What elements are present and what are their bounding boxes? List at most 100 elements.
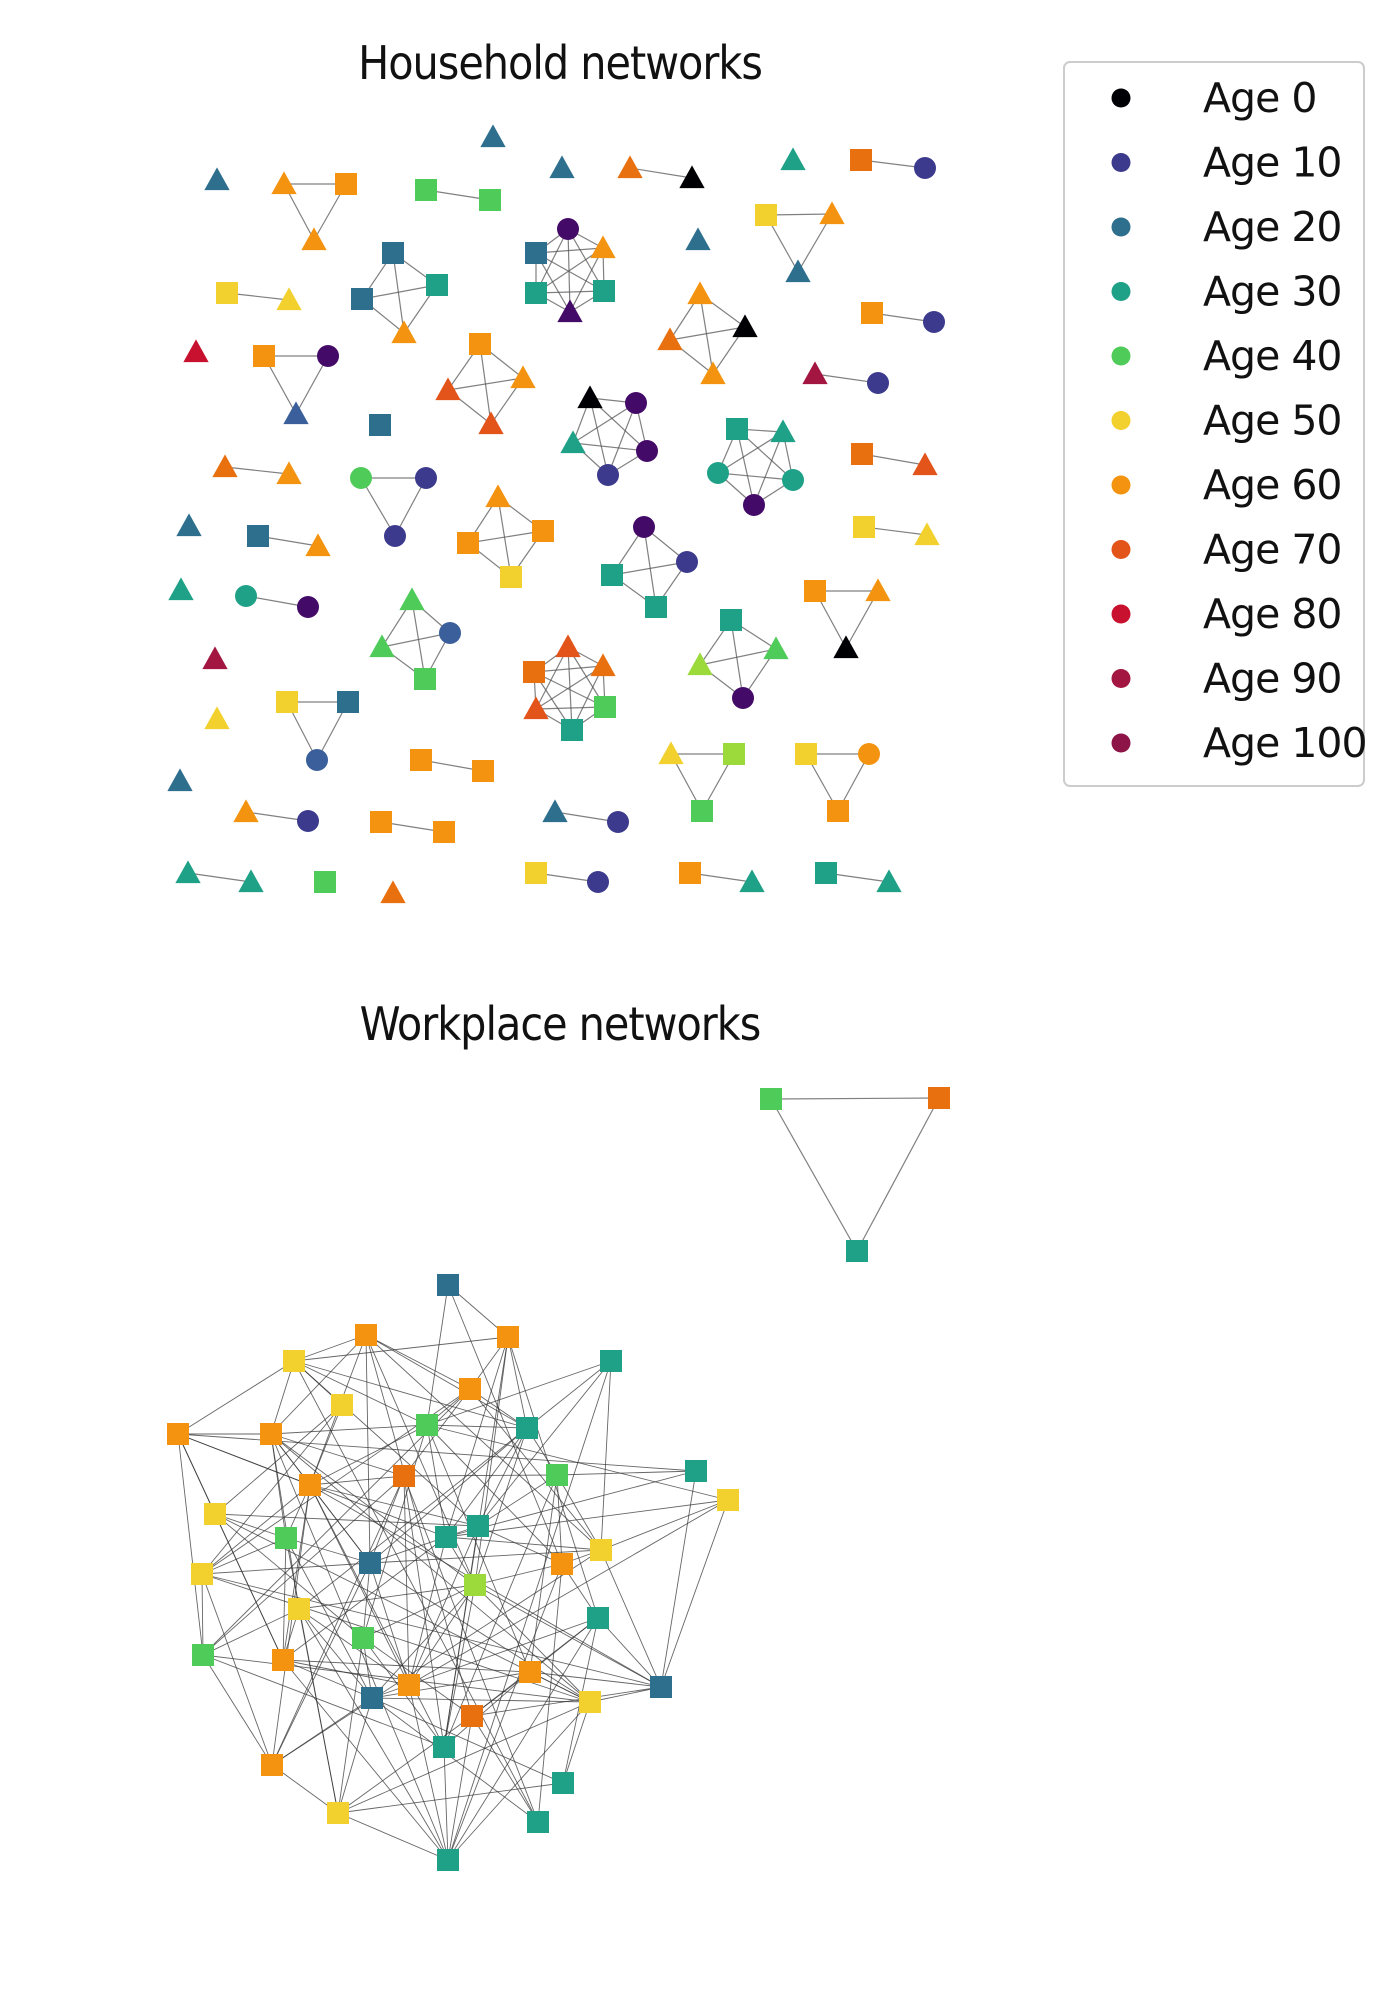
person-node [216, 282, 238, 304]
person-node [876, 869, 902, 893]
workplace-edge [408, 1525, 479, 1686]
workplace-edge [856, 1097, 940, 1252]
household-edge [533, 665, 604, 673]
person-node [433, 821, 455, 843]
household-group [480, 124, 506, 148]
person-node [276, 461, 302, 485]
workplace-edge [337, 1715, 473, 1814]
household-group [351, 242, 448, 344]
person-node [260, 1423, 282, 1445]
household-edge [535, 290, 605, 294]
household-group [795, 743, 880, 822]
legend-frame [1063, 61, 1365, 787]
workplace-edge [447, 1701, 591, 1861]
workplace-edge [271, 1697, 373, 1766]
workplace-edge [529, 1474, 558, 1673]
workplace-edge [365, 1334, 528, 1429]
workplace-edge [362, 1562, 371, 1639]
household-edge [535, 247, 604, 254]
workplace-edge [369, 1525, 479, 1564]
person-node [435, 377, 461, 401]
person-node [299, 1474, 321, 1496]
workplace-edge [298, 1584, 476, 1610]
legend-item: Age 10 [1111, 139, 1343, 187]
workplace-edge [426, 1424, 528, 1429]
person-node [732, 314, 758, 338]
workplace-edge [477, 1427, 528, 1527]
household-group [435, 333, 536, 435]
person-node [478, 411, 504, 435]
person-node [350, 467, 372, 489]
person-node [923, 311, 945, 333]
workplace-edge [426, 1424, 447, 1538]
person-node [305, 533, 331, 557]
person-node [283, 401, 309, 425]
workplace-edge [337, 1812, 449, 1861]
workplace-edge [271, 1562, 371, 1766]
household-edge [753, 431, 784, 506]
person-node [480, 124, 506, 148]
household-group [457, 484, 554, 588]
person-node [546, 1464, 568, 1486]
workplace-edge [337, 1782, 564, 1814]
person-node [437, 1274, 459, 1296]
workplace-edge [282, 1536, 447, 1661]
household-edge [717, 431, 784, 474]
workplace-edge [469, 1388, 602, 1551]
workplace-edge [471, 1686, 662, 1717]
workplace-edge [293, 1334, 367, 1362]
person-node [391, 320, 417, 344]
workplace-edge [477, 1360, 612, 1527]
household-group [253, 345, 339, 425]
household-edge [361, 284, 438, 300]
person-node [726, 418, 748, 440]
workplace-edge [369, 1562, 591, 1703]
workplace-edge [298, 1608, 449, 1861]
household-group [601, 516, 698, 618]
person-node [636, 440, 658, 462]
household-group [549, 155, 575, 179]
legend-label: Age 80 [1203, 590, 1342, 638]
legend-marker [1111, 217, 1131, 237]
person-node [851, 443, 873, 465]
person-node [457, 532, 479, 554]
household-group [755, 201, 845, 283]
person-node [516, 1417, 538, 1439]
workplace-edge [285, 1537, 371, 1564]
household-group [525, 862, 609, 893]
person-node [204, 167, 230, 191]
household-group [851, 443, 938, 476]
person-node [785, 259, 811, 283]
person-node [359, 1552, 381, 1574]
household-group [658, 741, 745, 822]
person-node [317, 345, 339, 367]
person-node [192, 1644, 214, 1666]
workplace-edge [471, 1715, 539, 1823]
household-group [247, 525, 331, 557]
person-node [590, 1539, 612, 1561]
household-group [233, 799, 319, 832]
workplace-edge [214, 1404, 343, 1515]
legend-label: Age 50 [1203, 397, 1342, 445]
legend-item: Age 100 [1111, 719, 1368, 767]
household-group [176, 513, 202, 537]
workplace-edge [365, 1334, 471, 1390]
workplace-edge [443, 1525, 479, 1748]
person-node [399, 587, 425, 611]
person-node [500, 566, 522, 588]
person-node [739, 869, 765, 893]
workplace-edge [214, 1513, 284, 1661]
household-group [168, 577, 194, 601]
household-group [815, 862, 902, 893]
workplace-edge [537, 1563, 563, 1823]
person-node [314, 871, 336, 893]
legend-item: Age 20 [1111, 203, 1343, 251]
person-node [861, 302, 883, 324]
person-node [439, 622, 461, 644]
household-edge [535, 252, 605, 292]
person-node [527, 1811, 549, 1833]
person-node [426, 274, 448, 296]
workplace-edge [271, 1549, 602, 1766]
workplace-edge [369, 1427, 528, 1564]
household-edge [607, 402, 637, 476]
